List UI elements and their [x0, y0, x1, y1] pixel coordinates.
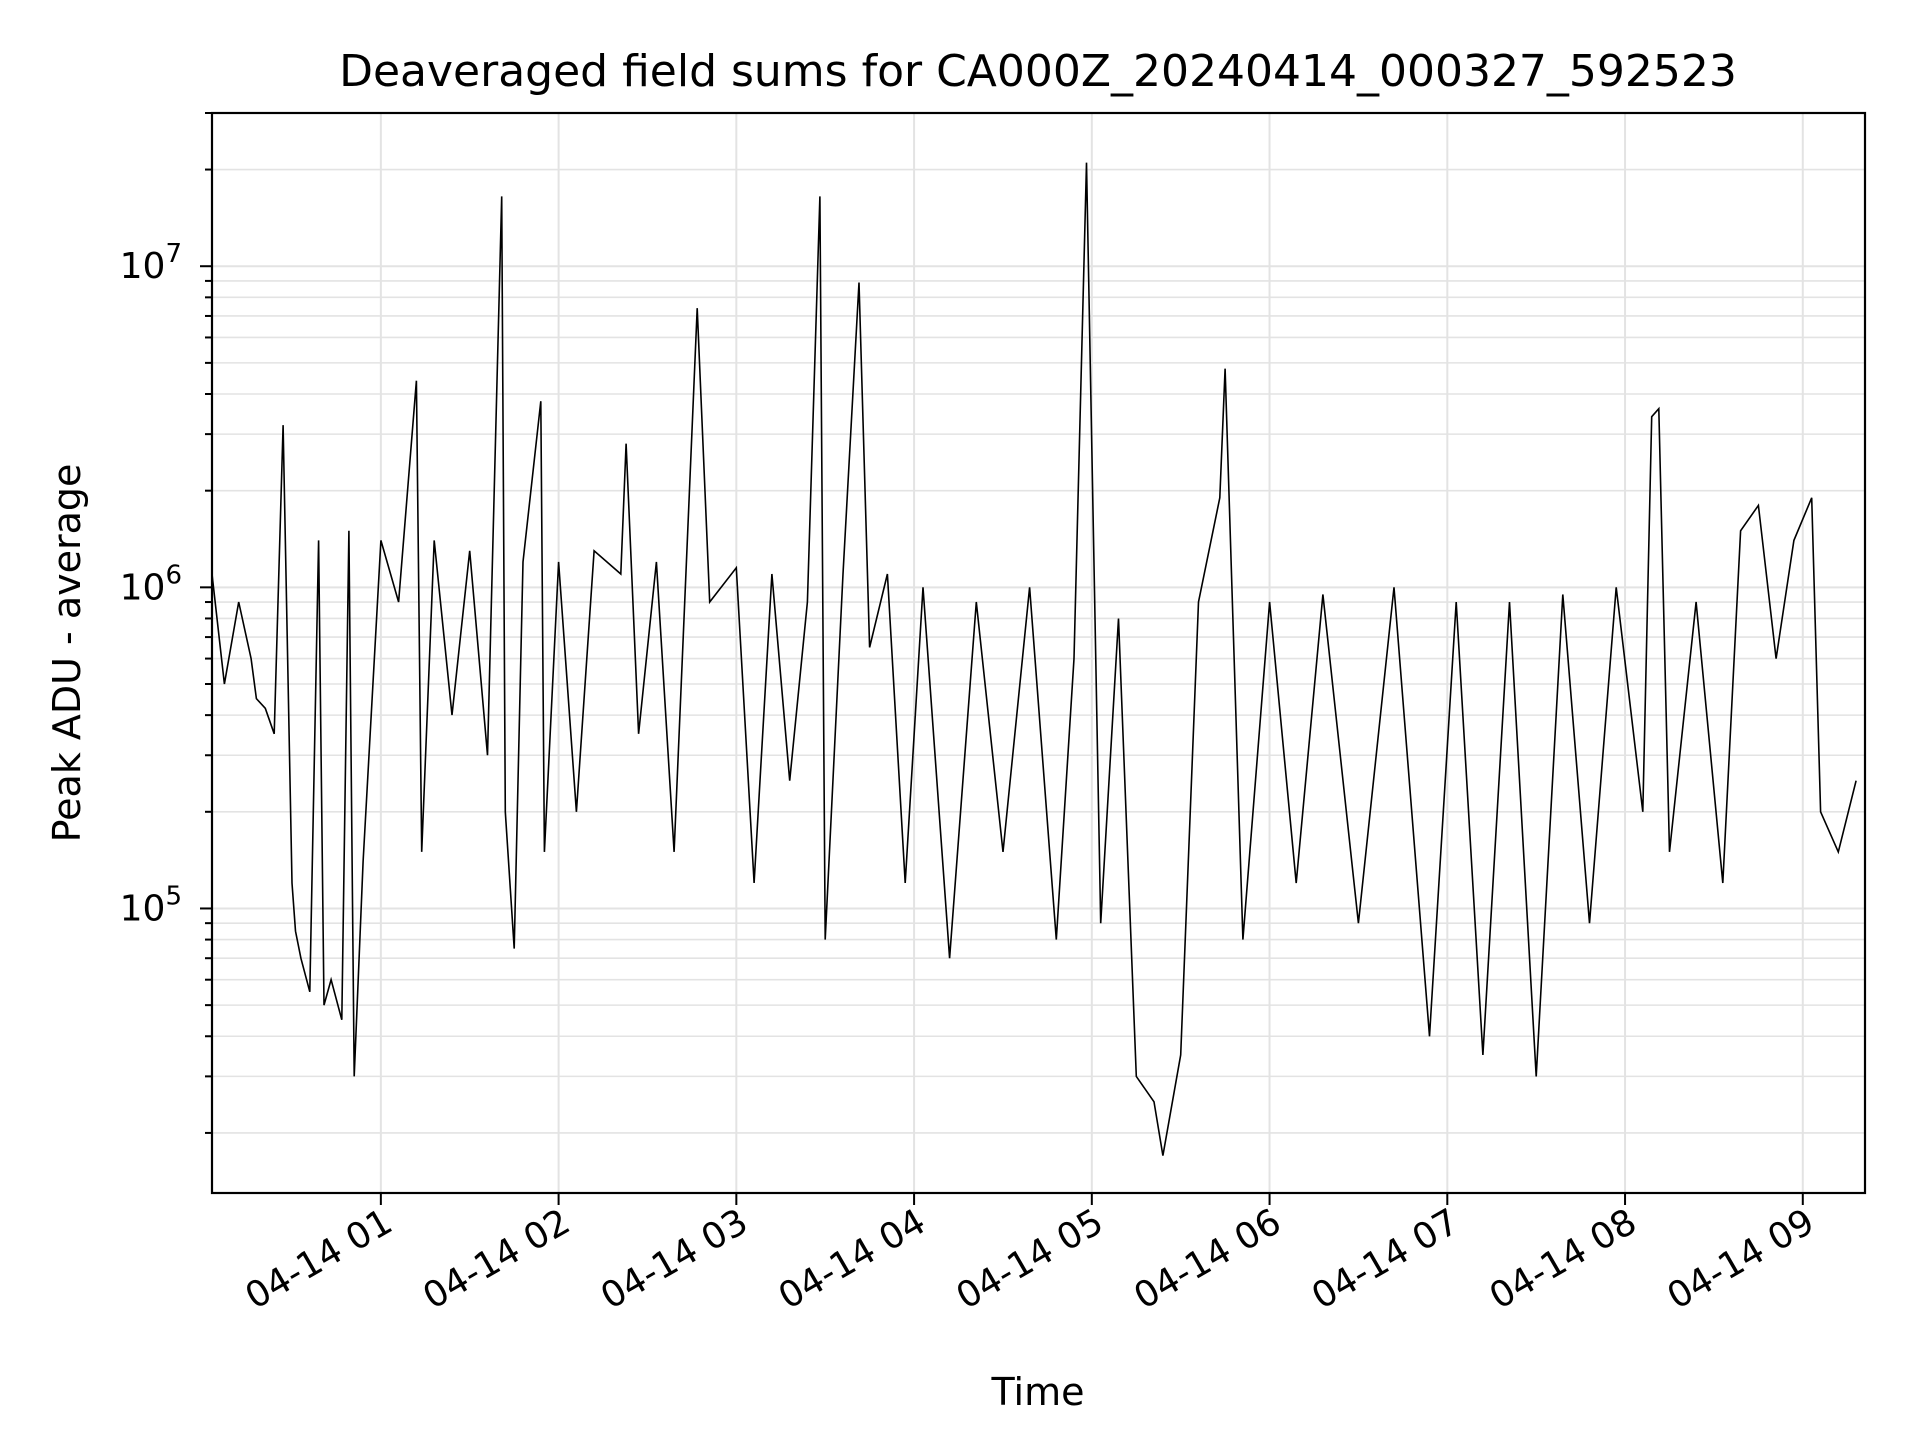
x-tick-label: 04-14 05: [950, 1201, 1111, 1317]
y-tick-label: 105: [120, 881, 182, 929]
x-axis-label: Time: [991, 1370, 1085, 1414]
grid-layer: [212, 112, 1865, 1193]
y-tick-base: 10: [120, 246, 166, 287]
y-tick-base: 10: [120, 567, 166, 608]
x-tick-label: 04-14 07: [1305, 1201, 1466, 1317]
y-tick-label: 106: [120, 560, 182, 608]
chart-title: Deaveraged field sums for CA000Z_2024041…: [339, 46, 1737, 97]
x-tick-label: 04-14 04: [772, 1201, 933, 1317]
x-tick-label: 04-14 08: [1483, 1201, 1644, 1317]
x-tick-label: 04-14 03: [594, 1201, 755, 1317]
y-tick-base: 10: [120, 888, 166, 929]
x-tick-label: 04-14 02: [416, 1201, 577, 1317]
y-tick-exponent: 5: [165, 881, 182, 911]
y-axis-label: Peak ADU - average: [45, 464, 89, 843]
y-tick-exponent: 7: [165, 239, 182, 269]
data-layer: [211, 162, 1857, 1156]
plot-frame: [210, 111, 1867, 1195]
x-tick-label: 04-14 06: [1127, 1201, 1288, 1317]
x-tick-label: 04-14 01: [239, 1201, 400, 1317]
y-tick-exponent: 6: [165, 560, 182, 590]
y-tick-label: 107: [120, 239, 182, 287]
x-tick-label: 04-14 09: [1661, 1201, 1822, 1317]
series-line: [211, 162, 1857, 1156]
